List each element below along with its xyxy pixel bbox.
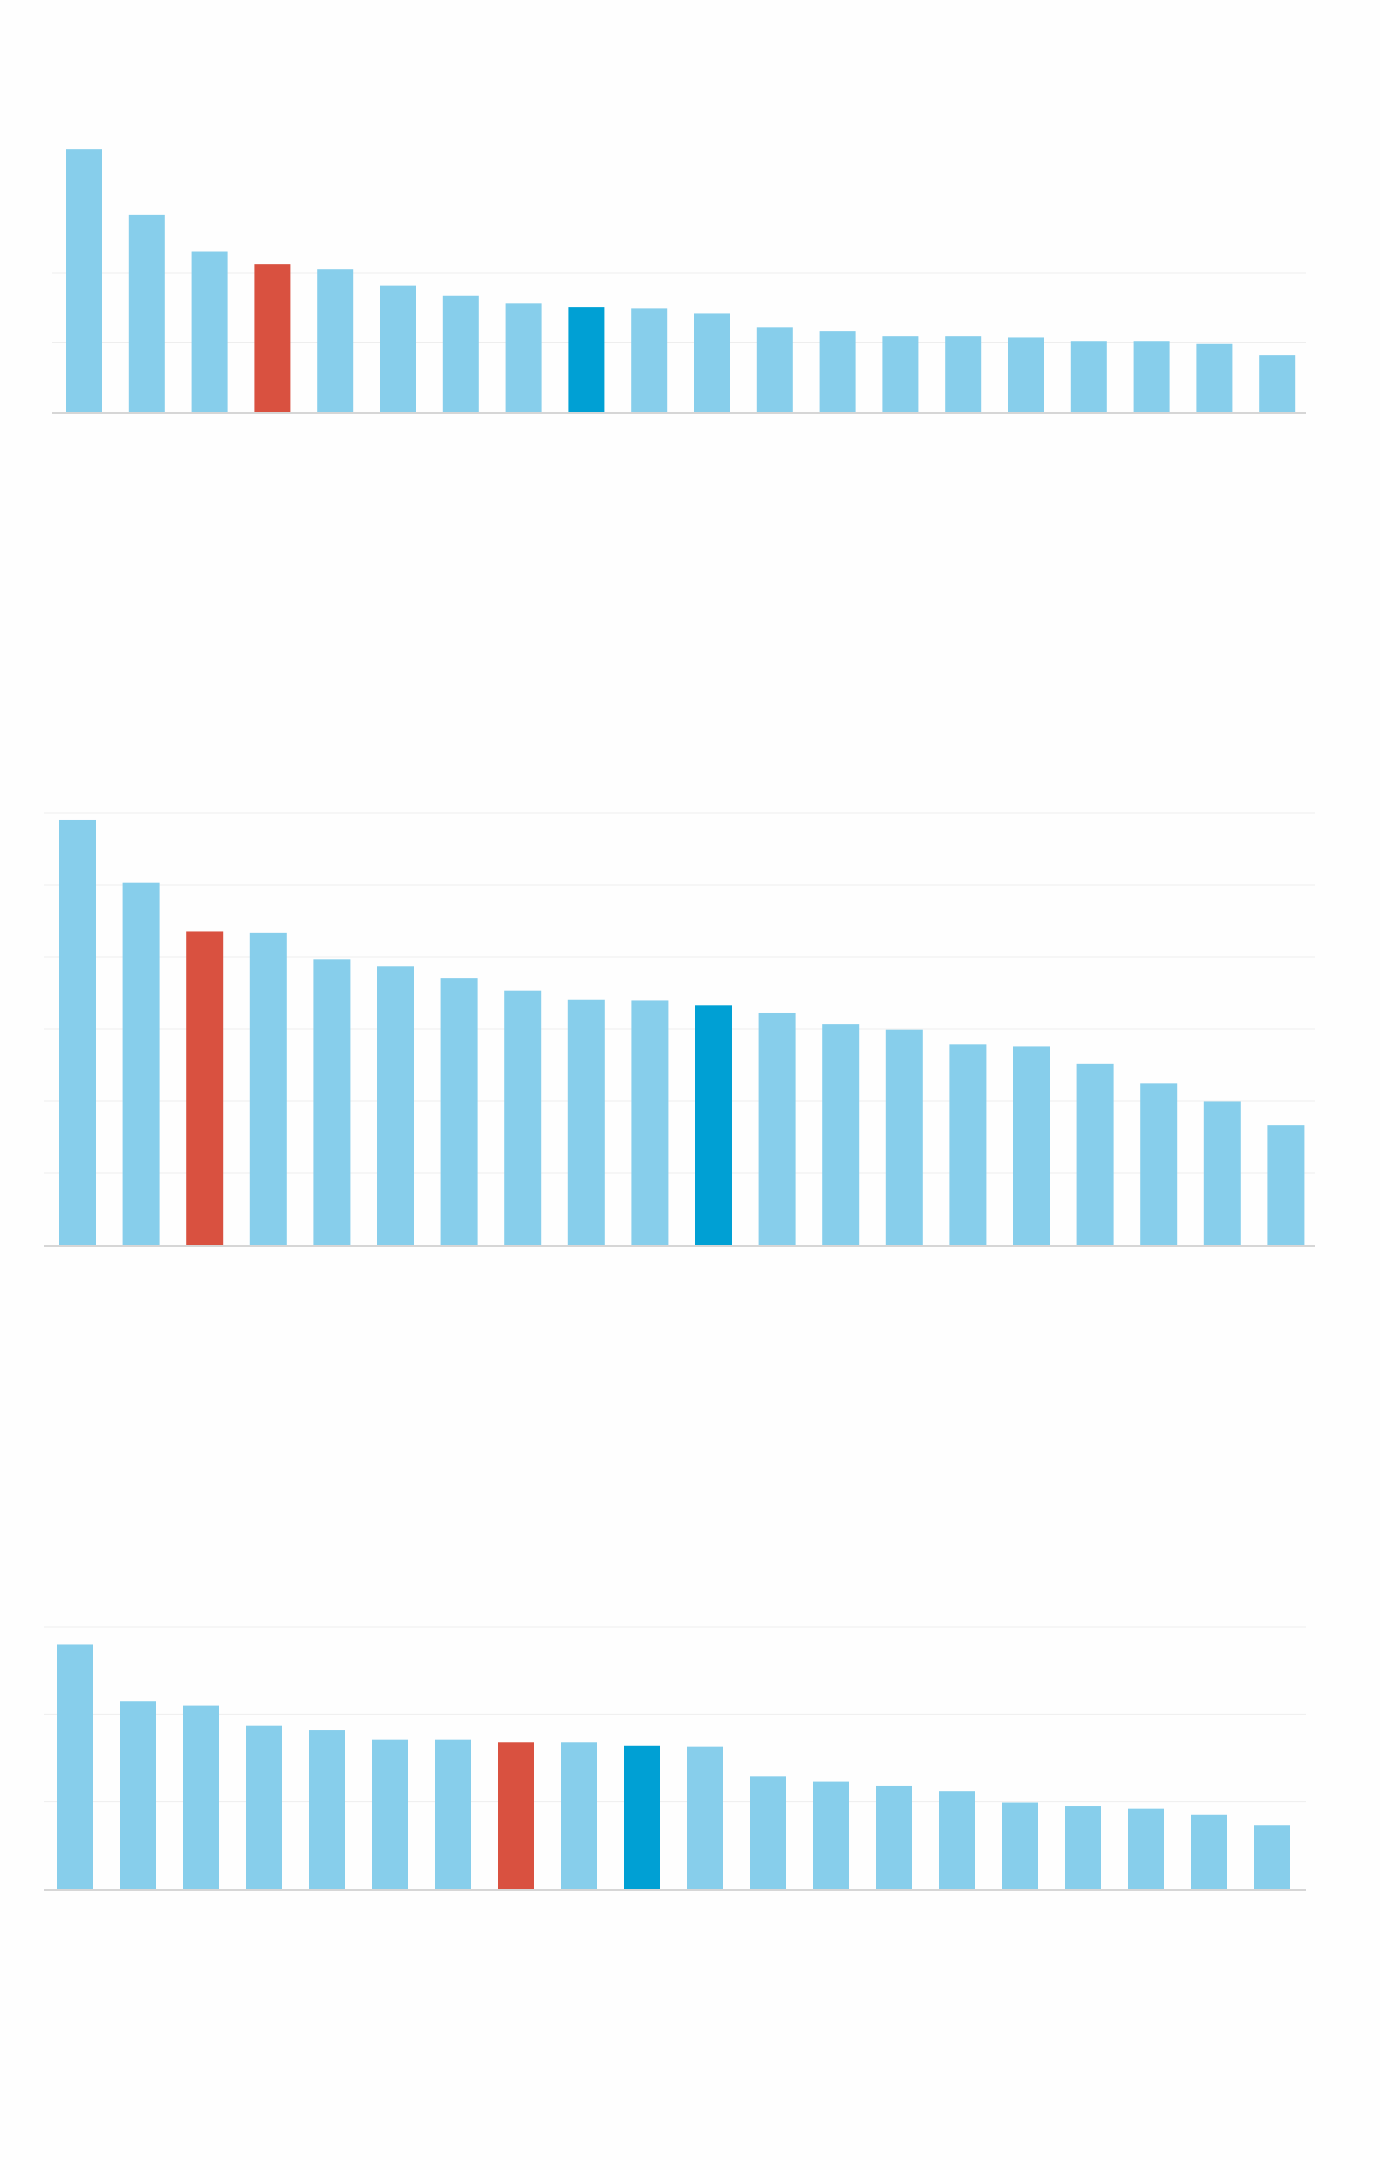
bar: [695, 1005, 732, 1245]
bar: [66, 149, 102, 412]
bar: [758, 1012, 796, 1245]
bar: [561, 1742, 597, 1889]
bar: [1191, 1814, 1227, 1889]
bar: [687, 1746, 723, 1889]
bar: [57, 1644, 93, 1889]
bar: [442, 295, 479, 412]
bar: [1267, 1125, 1305, 1245]
bar: [567, 999, 605, 1245]
bar: [819, 331, 856, 412]
bar: [440, 978, 478, 1245]
bar: [309, 1730, 345, 1889]
bar: [1196, 343, 1233, 412]
bar: [1070, 341, 1107, 412]
bar: [1203, 1101, 1241, 1245]
bar: [1013, 1046, 1050, 1245]
bar: [1065, 1806, 1101, 1889]
bar: [505, 303, 542, 412]
bar: [246, 1725, 282, 1889]
bar: [249, 932, 287, 1245]
bar: [1140, 1083, 1178, 1245]
bar: [183, 1705, 219, 1889]
bar: [631, 308, 668, 412]
bar: [191, 251, 228, 412]
bar: [1076, 1063, 1114, 1245]
bar: [885, 1029, 923, 1245]
bar: [1008, 337, 1044, 412]
bar: [377, 966, 414, 1245]
bar: [59, 819, 96, 1245]
bar: [372, 1739, 408, 1889]
bar: [1254, 1825, 1290, 1889]
bar: [939, 1791, 975, 1889]
bar-chart-1: [52, 149, 1306, 414]
bar: [1259, 355, 1296, 412]
bar: [945, 336, 982, 412]
bar: [624, 1745, 660, 1889]
bar: [822, 1024, 860, 1245]
bar: [498, 1742, 534, 1889]
bar: [631, 1000, 669, 1245]
bar: [694, 313, 730, 412]
bar: [1133, 341, 1170, 412]
bar: [435, 1739, 471, 1889]
bar: [813, 1781, 849, 1889]
bar: [1128, 1808, 1164, 1889]
bar: [750, 1776, 786, 1889]
bar: [186, 931, 224, 1245]
bar: [876, 1785, 912, 1889]
bar: [949, 1044, 987, 1245]
bar: [313, 959, 351, 1245]
bar: [504, 990, 542, 1245]
bar: [380, 285, 416, 412]
bar: [254, 264, 291, 412]
bar: [120, 1701, 156, 1889]
bar: [128, 214, 165, 412]
bar: [122, 882, 160, 1245]
bar: [1002, 1802, 1038, 1889]
bar-chart-2: [44, 812, 1315, 1247]
bar-chart-3: [44, 1626, 1306, 1891]
bar: [882, 336, 919, 412]
bar: [317, 269, 354, 412]
bar: [568, 307, 605, 412]
bar: [756, 327, 793, 412]
